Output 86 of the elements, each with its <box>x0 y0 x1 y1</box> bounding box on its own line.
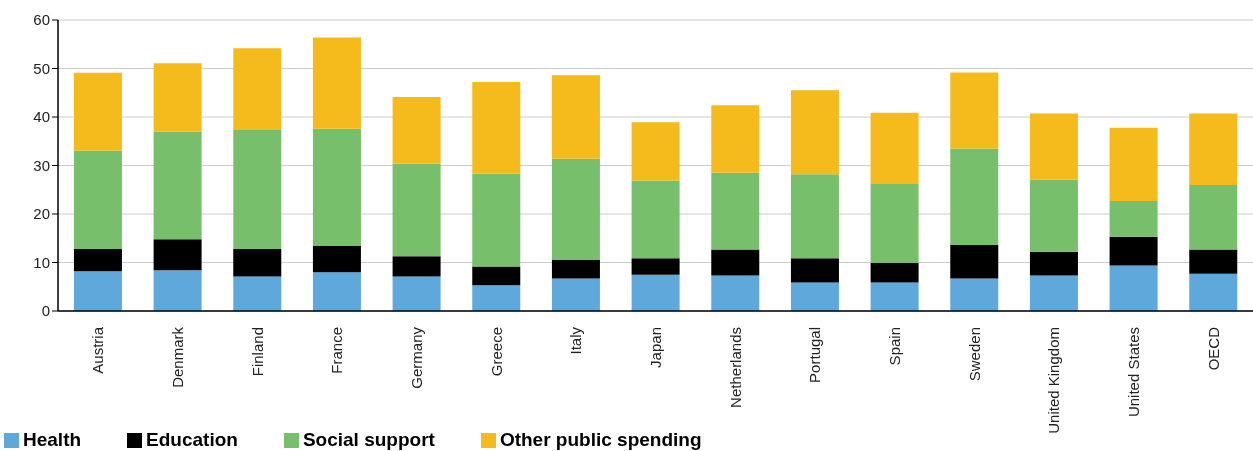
x-tick-label: Spain <box>886 327 903 366</box>
bar <box>233 248 282 277</box>
bar <box>73 72 122 151</box>
x-tick-label: United Kingdom <box>1045 327 1063 434</box>
bar <box>551 260 600 279</box>
bar <box>790 174 839 259</box>
bar <box>1189 113 1238 185</box>
bar <box>1189 249 1238 274</box>
bar <box>312 246 361 273</box>
bar <box>1029 179 1078 252</box>
y-tick-label: 20 <box>33 205 50 223</box>
bar <box>1029 251 1078 276</box>
bar <box>1189 273 1238 311</box>
legend-label: Other public spending <box>499 429 702 450</box>
bar <box>551 75 600 159</box>
legend-label: Education <box>146 429 238 450</box>
bar <box>711 172 760 250</box>
bar <box>1029 275 1078 311</box>
x-tick-label: Denmark <box>169 326 186 388</box>
bar <box>153 131 202 240</box>
x-tick-label: Japan <box>647 327 664 368</box>
x-tick-label: Germany <box>408 326 425 389</box>
y-tick-label: 0 <box>41 302 50 320</box>
bar <box>870 183 919 263</box>
bar <box>950 148 999 246</box>
y-tick-label: 40 <box>33 108 50 126</box>
bar <box>711 249 760 276</box>
x-tick-label: OECD <box>1204 326 1222 371</box>
x-tick-label: Sweden <box>965 327 983 382</box>
bar <box>711 105 760 173</box>
bar <box>1109 265 1158 311</box>
bar <box>312 128 361 247</box>
y-tick-label: 30 <box>33 156 50 174</box>
bar <box>153 270 202 311</box>
bar <box>153 63 202 132</box>
bar <box>392 276 441 311</box>
bar <box>1109 127 1158 201</box>
bar <box>1029 113 1078 180</box>
bar <box>711 275 760 311</box>
bar <box>631 122 680 181</box>
bar <box>392 163 441 257</box>
bar <box>312 37 361 129</box>
bar <box>73 271 122 311</box>
bar <box>1109 236 1158 266</box>
bar <box>950 278 999 311</box>
bar <box>870 282 919 311</box>
legend-label: Social support <box>302 429 435 450</box>
bar <box>790 282 839 311</box>
x-tick-label: Austria <box>89 326 107 374</box>
legend-label: Health <box>23 429 82 450</box>
bar <box>870 112 919 184</box>
bar <box>233 130 282 249</box>
x-tick-label: Italy <box>567 326 585 355</box>
x-tick-label: United States <box>1125 327 1142 418</box>
bar <box>392 97 441 164</box>
x-tick-label: Greece <box>487 327 505 377</box>
bar <box>73 150 122 249</box>
x-tick-label: Finland <box>248 327 266 377</box>
bar <box>312 272 361 311</box>
bar <box>233 48 282 131</box>
bar <box>1109 200 1158 237</box>
bar <box>551 158 600 261</box>
bar <box>472 285 521 311</box>
bar <box>233 276 282 311</box>
x-tick-label: Netherlands <box>726 327 744 408</box>
x-tick-label: Portugal <box>806 327 824 383</box>
bar <box>790 90 839 175</box>
bar <box>472 173 521 267</box>
bar <box>73 248 122 272</box>
y-tick-label: 50 <box>33 59 50 77</box>
bar <box>551 278 600 311</box>
bar <box>472 266 521 286</box>
x-tick-label: France <box>328 327 346 374</box>
bar <box>631 180 680 259</box>
bar <box>950 245 999 279</box>
bar <box>631 258 680 275</box>
y-tick-label: 10 <box>33 253 50 271</box>
bar <box>790 258 839 283</box>
bar <box>1189 184 1238 250</box>
bar <box>870 262 919 283</box>
bar <box>153 239 202 271</box>
bar <box>472 82 521 174</box>
bar <box>950 72 999 149</box>
y-tick-label: 60 <box>33 11 50 29</box>
bar <box>392 256 441 277</box>
bar <box>631 274 680 311</box>
